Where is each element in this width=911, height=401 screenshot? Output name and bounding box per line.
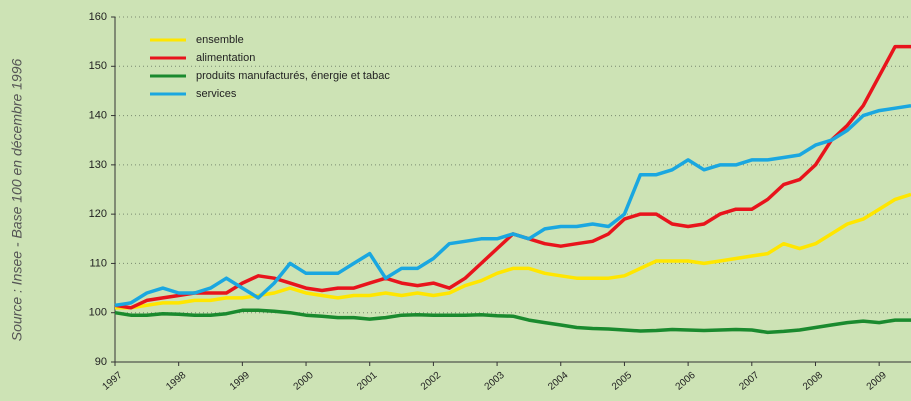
y-tick-label: 150: [89, 60, 107, 72]
y-tick-label: 160: [89, 11, 107, 23]
y-tick-label: 110: [89, 257, 107, 269]
series-line: [114, 308, 911, 335]
source-note: Source : Insee - Base 100 en décembre 19…: [9, 59, 25, 342]
legend-label: produits manufacturés, énergie et tabac: [196, 70, 390, 82]
legend-label: alimentation: [196, 52, 255, 64]
y-tick-label: 100: [89, 307, 107, 319]
series-line: [114, 103, 911, 308]
series-line: [115, 192, 911, 310]
y-tick-label: 90: [95, 356, 107, 368]
y-tick-label: 130: [89, 159, 107, 171]
legend-label: services: [196, 88, 237, 100]
legend-label: ensemble: [196, 34, 244, 46]
y-tick-label: 140: [89, 109, 107, 121]
y-tick-label: 120: [89, 208, 107, 220]
